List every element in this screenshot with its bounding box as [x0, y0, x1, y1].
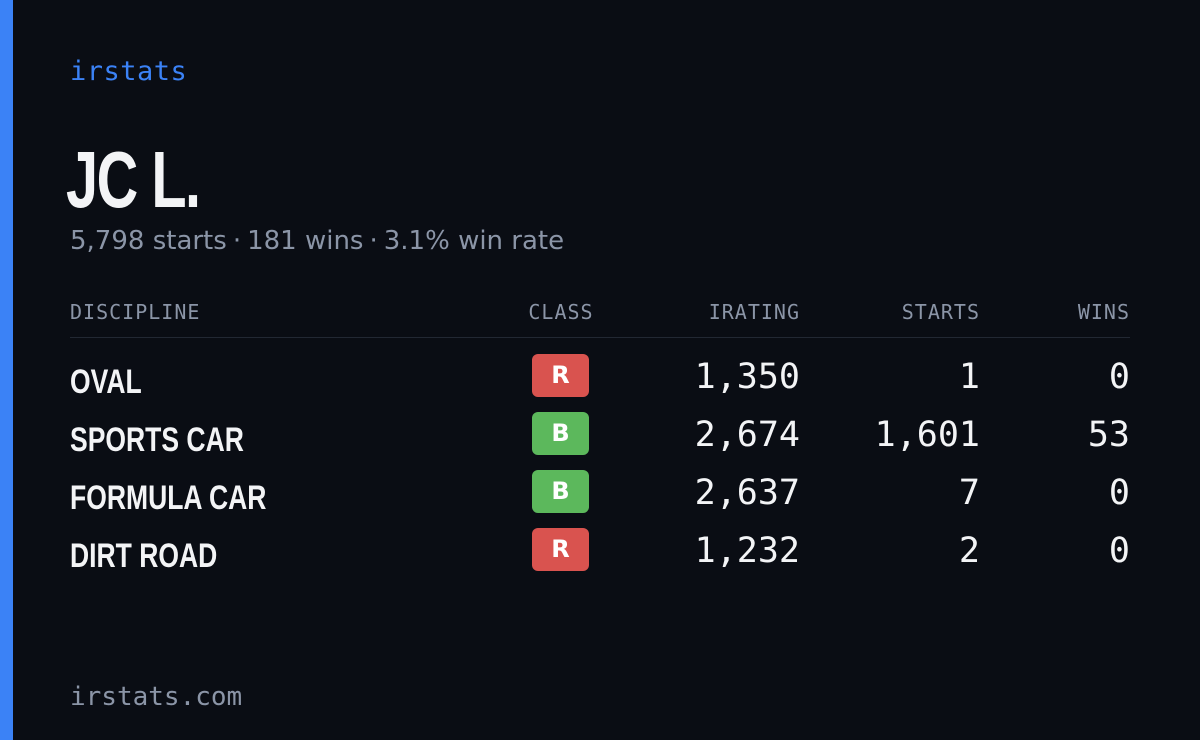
- row-starts: 7: [958, 473, 980, 513]
- class-badge: R: [532, 354, 589, 397]
- driver-name: JC L.: [66, 135, 201, 224]
- table-row: SPORTS CAR B 2,674 1,601 53: [70, 412, 1130, 470]
- summary-wins: 181 wins: [247, 226, 364, 256]
- row-starts: 1: [958, 357, 980, 397]
- class-badge: B: [532, 470, 589, 513]
- summary-starts: 5,798 starts: [70, 226, 227, 256]
- accent-bar: [0, 0, 13, 740]
- table-row: OVAL R 1,350 1 0: [70, 354, 1130, 412]
- row-starts: 2: [958, 531, 980, 571]
- discipline-table: DISCIPLINE CLASS IRATING STARTS WINS OVA…: [70, 298, 1130, 586]
- footer-url: irstats.com: [70, 682, 243, 712]
- header-discipline: DISCIPLINE: [70, 300, 201, 324]
- summary-win-rate: 3.1% win rate: [383, 226, 565, 256]
- class-badge: R: [532, 528, 589, 571]
- row-irating: 2,674: [694, 415, 800, 455]
- row-discipline: DIRT ROAD: [70, 537, 218, 575]
- row-discipline: OVAL: [70, 363, 142, 401]
- row-wins: 0: [1108, 357, 1130, 397]
- summary-separator: ·: [369, 226, 378, 256]
- row-irating: 1,232: [694, 531, 800, 571]
- header-wins: WINS: [1077, 300, 1130, 324]
- row-wins: 0: [1108, 473, 1130, 513]
- row-starts: 1,601: [874, 415, 980, 455]
- brand-logo: irstats: [70, 56, 188, 87]
- summary-separator: ·: [232, 226, 242, 256]
- header-irating: IRATING: [708, 300, 800, 324]
- table-row: DIRT ROAD R 1,232 2 0: [70, 528, 1130, 586]
- class-badge: B: [532, 412, 589, 455]
- table-row: FORMULA CAR B 2,637 7 0: [70, 470, 1130, 528]
- row-wins: 53: [1087, 415, 1130, 455]
- header-starts: STARTS: [901, 300, 980, 324]
- driver-summary: 5,798 starts · 181 wins · 3.1% win rate: [70, 226, 564, 256]
- header-class: CLASS: [528, 300, 594, 324]
- row-irating: 1,350: [694, 357, 800, 397]
- row-discipline: SPORTS CAR: [70, 421, 244, 459]
- table-header: DISCIPLINE CLASS IRATING STARTS WINS: [70, 298, 1130, 338]
- row-discipline: FORMULA CAR: [70, 479, 267, 517]
- row-wins: 0: [1108, 531, 1130, 571]
- row-irating: 2,637: [694, 473, 800, 513]
- table-body: OVAL R 1,350 1 0 SPORTS CAR B 2,674 1,60…: [70, 354, 1130, 586]
